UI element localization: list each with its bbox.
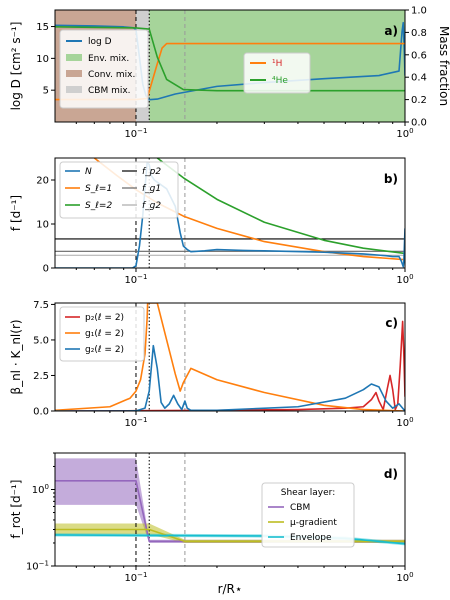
panel-d-y-ticklabel-0: 10−1 [26,560,49,573]
panel-d-ylabel: f_rot [d⁻¹] [9,480,23,539]
legend-label-logd: log D [88,37,112,47]
panel-c-frame [54,302,406,412]
legend-label-he: ⁴He [272,76,288,86]
legend-title: Shear layer: [281,488,335,498]
panel-c: 0.0 2.5 5.0 7.5 β_nl · K_nl(r) c) p₂(ℓ = 2)… [9,300,406,418]
x-ticklabel-2-0: 10−1 [124,416,147,429]
legend-box [59,161,179,219]
legend-swatch-cbm [66,86,82,93]
panel-d-frame [54,452,406,567]
panel-a-y2-ticklabel-5: 1.0 [411,6,427,17]
panel-a-y2-ticklabel-2: 0.4 [411,73,427,84]
legend-label-fg2: f_g2 [142,201,161,211]
panel-b-y-ticklabel-2: 20 [36,176,49,187]
panel-c-y-ticklabel-2: 5.0 [33,335,49,346]
x-ticklabel-0-0: 10−1 [124,127,147,140]
legend-label-g1: g₁(ℓ = 2) [85,329,124,339]
panel-b-legend: N S_ℓ=1 S_ℓ=2 f_p2 f_g1 f_g2 [59,161,179,219]
panel-a: 5 10 15 0.0 0.2 0.4 0.6 0.8 1.0 log D [cm² s⁻¹]… [9,6,450,129]
panel-d: 10−1 100 f_rot [d⁻¹] d) Shear layer: CBM … [9,452,406,573]
panel-c-ylabel: β_nl · K_nl(r) [9,319,23,394]
series-line-he4 [55,26,405,92]
panel-a-y2-ticklabel-3: 0.6 [411,50,427,61]
panel-b-y-ticklabel-0: 0 [43,264,49,275]
legend-box [261,482,355,548]
legend-label-fp2: f_p2 [142,167,161,177]
legend-swatch-conv [66,70,82,77]
panel-d-y-ticklabel-1: 100 [32,483,49,496]
band-mu-gradient [55,523,405,543]
legend-label-h: ¹H [272,59,282,69]
series-line-g1 [55,303,405,411]
x-axis-label: r/R⋆ [218,582,243,596]
panel-c-y-ticklabel-0: 0.0 [33,407,49,418]
legend-label-env: Env. mix. [88,54,129,64]
panel-b-ylabel: f [d⁻¹] [9,195,23,231]
panel-c-y-ticklabel-3: 7.5 [33,300,49,311]
panel-a-y-ticklabel-0: 5 [43,86,49,97]
legend-label-s1: S_ℓ=1 [85,184,112,194]
panel-a-legend-2: ¹H ⁴He [243,52,311,94]
panel-a-y2-ticklabel-4: 0.8 [411,28,427,39]
panel-c-tag: c) [385,316,398,330]
x-ticklabel-2-1: 100 [396,416,413,429]
panel-a-y2label: Mass fraction [437,26,450,106]
legend-label-n: N [85,167,92,177]
x-ticklabel-3-0: 10−1 [124,571,147,584]
panel-b-tag: b) [384,172,398,186]
legend-label-fg1: f_g1 [142,184,161,194]
panel-b: 0 10 20 f [d⁻¹] b) N S_ℓ=1 S_ℓ=2 f_p2 f_g1… [9,157,406,275]
band-cbm [55,458,405,543]
series-line-s-l2 [156,158,405,255]
legend-label-p2: p₂(ℓ = 2) [85,313,124,323]
series-line-g2 [55,344,405,411]
legend-label-cbm: CBM mix. [88,86,131,96]
legend-label-s2: S_ℓ=2 [85,201,112,211]
legend-label-envelope: Envelope [290,533,332,543]
panel-a-y2-ticklabel-0: 0.0 [411,118,427,129]
legend-label-g2: g₂(ℓ = 2) [85,345,124,355]
x-ticklabel-3-1: 100 [396,571,413,584]
panel-a-y-ticklabel-1: 10 [36,54,49,65]
panel-b-y-ticklabel-1: 10 [36,220,49,231]
panel-a-y2-ticklabel-1: 0.2 [411,95,427,106]
panel-c-legend: p₂(ℓ = 2) g₁(ℓ = 2) g₂(ℓ = 2) [59,306,145,362]
panel-a-tag: a) [384,24,398,38]
legend-label-conv: Conv. mix. [88,70,135,80]
x-ticklabel-0-1: 100 [396,127,413,140]
legend-swatch-env [66,54,82,61]
panel-b-frame [54,157,406,269]
x-ticklabel-1-1: 100 [396,273,413,286]
panel-a-ylabel: log D [cm² s⁻¹] [9,22,23,111]
x-ticklabel-1-0: 10−1 [124,273,147,286]
panel-a-y-ticklabel-2: 15 [36,22,49,33]
panel-a-frame [54,9,406,123]
panel-a-legend: log D Env. mix. Conv. mix. CBM mix. [59,29,149,109]
panel-d-tag: d) [384,467,398,481]
panel-d-legend: Shear layer: CBM μ-gradient Envelope [261,482,355,548]
panel-c-y-ticklabel-1: 2.5 [33,371,49,382]
legend-label-mu: μ-gradient [290,518,337,528]
legend-label-cbm: CBM [290,503,310,513]
legend-box [59,306,145,362]
